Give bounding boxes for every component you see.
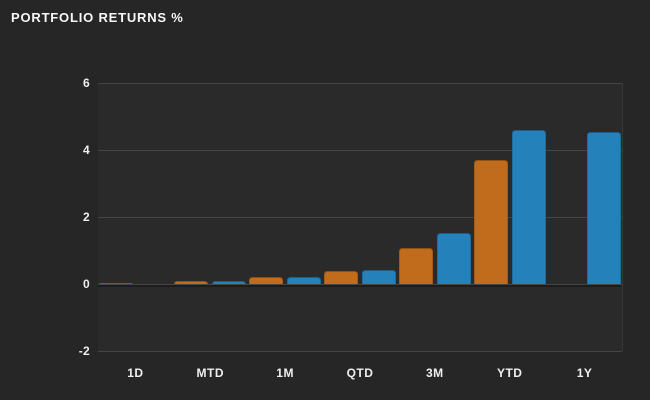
bar-3m-orange[interactable]	[398, 248, 433, 284]
bar-qtd-blue[interactable]	[362, 270, 396, 284]
bar-1y-blue[interactable]	[586, 132, 621, 284]
x-label-ytd: YTD	[496, 366, 523, 380]
bar-ytd-orange[interactable]	[473, 160, 508, 284]
bar-ytd-blue[interactable]	[511, 130, 546, 284]
bar-mtd-orange[interactable]	[174, 281, 209, 284]
bar-3m-blue[interactable]	[436, 233, 471, 284]
gridline-y-4	[98, 149, 622, 151]
gridline-y-0	[98, 283, 622, 285]
x-label-1m: 1M	[276, 366, 294, 380]
gridline-y--2	[98, 350, 622, 352]
y-tick-label-6: 6	[83, 76, 90, 90]
plot-area	[98, 82, 623, 352]
x-label-3m: 3M	[426, 366, 444, 380]
bar-1m-blue[interactable]	[287, 277, 322, 284]
gridline-y-2	[98, 216, 622, 218]
x-label-qtd: QTD	[346, 366, 374, 380]
zero-axis-line	[98, 284, 622, 287]
bar-1d-orange[interactable]	[99, 283, 134, 284]
y-tick-label-2: 2	[83, 210, 90, 224]
bar-1m-orange[interactable]	[249, 277, 284, 284]
bar-mtd-blue[interactable]	[212, 281, 247, 284]
x-label-mtd: MTD	[196, 366, 225, 380]
y-tick-label--2: -2	[78, 344, 90, 358]
bar-qtd-orange[interactable]	[324, 271, 358, 284]
gridline-y-6	[98, 82, 622, 84]
y-tick-label-0: 0	[83, 277, 90, 291]
y-tick-label-4: 4	[83, 143, 90, 157]
chart-title: PORTFOLIO RETURNS %	[11, 10, 184, 25]
x-label-1y: 1Y	[576, 366, 593, 380]
x-label-1d: 1D	[127, 366, 144, 380]
